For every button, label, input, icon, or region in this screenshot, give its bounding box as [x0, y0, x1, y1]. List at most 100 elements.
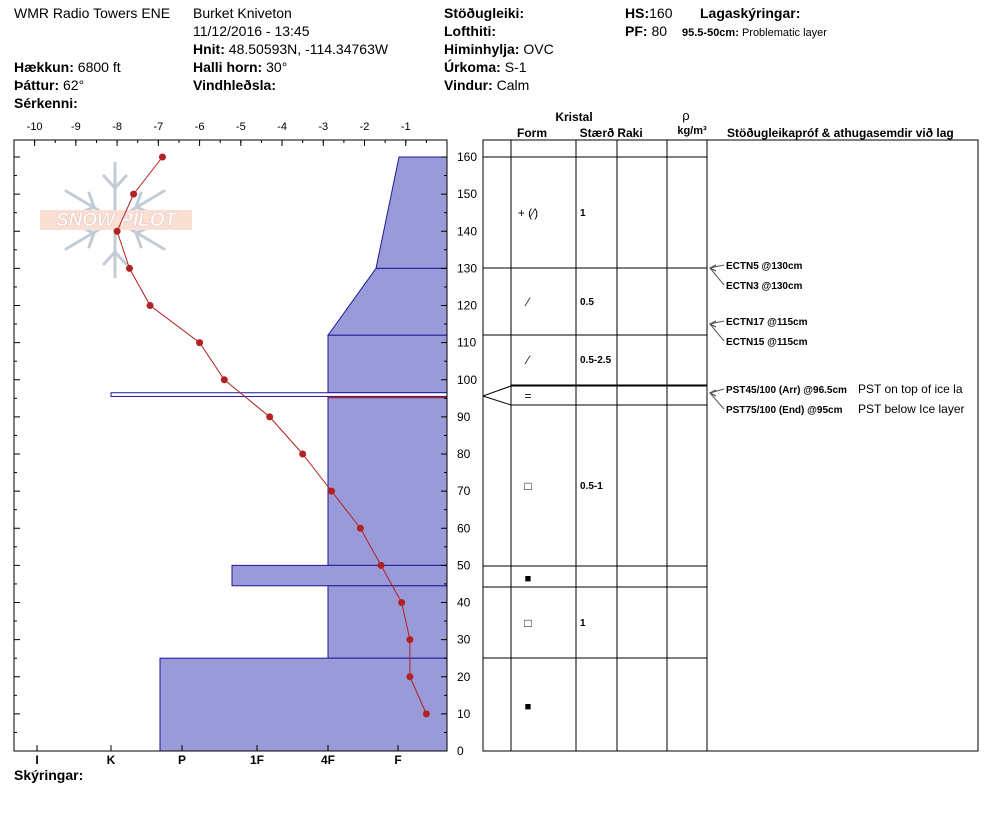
hardness-layer-2	[327, 334, 448, 394]
hardness-tick-label: P	[178, 753, 186, 767]
slope-angle: Halli horn: 30°	[193, 59, 287, 75]
crystal-size: 0.5	[580, 297, 594, 308]
crystal-form-symbol: □	[524, 616, 531, 630]
layer-notes-label: Lagaskýringar:	[700, 5, 801, 21]
observation-datetime: 11/12/2016 - 13:45	[193, 23, 310, 39]
temperature-point	[299, 450, 307, 458]
slope-value: 30°	[266, 59, 288, 75]
temperature-point	[377, 561, 385, 569]
stability-test: ECTN15 @115cm	[726, 337, 808, 348]
hardness-profile	[110, 156, 448, 752]
table-frame	[482, 139, 979, 752]
depth-tick-label: 130	[457, 261, 477, 275]
hs-value: 160	[649, 5, 673, 21]
depth-tick-label: 100	[457, 373, 477, 387]
stability-test-note: PST on top of ice la	[858, 382, 963, 396]
coordinates-value: 48.50593N, -114.34763W	[228, 41, 389, 57]
crystal-form-symbol: ⁄	[524, 295, 531, 309]
temperature-point	[422, 710, 430, 718]
test-arrow-head	[708, 264, 717, 272]
layer-note: 95.5-50cm: Problematic layer	[682, 25, 827, 41]
observer-name: Burket Kniveton	[193, 5, 292, 21]
hs-label: HS:	[625, 5, 650, 21]
temperature-point	[406, 673, 414, 681]
top-tick-label: -5	[236, 121, 246, 133]
temperature-point	[130, 190, 138, 198]
features-label: Sérkenni:	[14, 95, 78, 111]
stability-test: PST75/100 (End) @95cm	[726, 405, 843, 416]
stability-label: Stöðugleiki:	[444, 5, 525, 21]
size-header: Stærð	[580, 126, 615, 140]
stability-test: ECTN5 @130cm	[726, 261, 803, 272]
wind: Vindur: Calm	[444, 77, 529, 93]
wind-value: Calm	[496, 77, 530, 93]
test-arrow-line	[709, 392, 725, 410]
depth-tick-label: 80	[457, 447, 471, 461]
top-tick-label: -10	[27, 121, 43, 133]
density-symbol: ρ	[682, 108, 689, 123]
wind-label: Vindur:	[444, 77, 493, 93]
hardness-tick-label: K	[107, 753, 116, 767]
temperature-point	[406, 636, 414, 644]
wind-loading-label: Vindhleðsla:	[193, 77, 276, 93]
top-tick-label: -2	[360, 121, 370, 133]
hardness-layer-1	[327, 267, 448, 336]
temperature-point	[398, 599, 406, 606]
elevation: Hækkun: 6800 ft	[14, 59, 121, 75]
aspect: Þáttur: 62°	[14, 77, 84, 93]
crystal-size: 1	[580, 618, 586, 629]
crystal-size: 0.5-2.5	[580, 355, 612, 366]
coordinates-label: Hnit:	[193, 41, 225, 57]
test-arrow-line	[709, 267, 725, 286]
temperature-point	[158, 153, 166, 161]
temperature-point	[196, 339, 204, 347]
top-tick-label: -6	[195, 121, 205, 133]
pf-label: PF:	[625, 23, 648, 39]
layer-note-text: Problematic layer	[741, 27, 827, 39]
top-tick-label: -8	[112, 121, 122, 133]
temperature-point	[328, 487, 336, 495]
legend-label: Skýringar:	[14, 767, 84, 783]
depth-tick-label: 0	[457, 744, 464, 758]
coordinates: Hnit: 48.50593N, -114.34763W	[193, 41, 388, 57]
hardness-layer-4	[327, 395, 448, 566]
tests-header: Stöðugleikapróf & athugasemdir við lag	[727, 126, 954, 140]
depth-connector	[482, 385, 512, 397]
temperature-profile	[113, 153, 430, 718]
crystal-form-symbol: =	[524, 389, 531, 403]
crystal-size: 0.5-1	[580, 481, 603, 492]
slope-label: Halli horn:	[193, 59, 263, 75]
precip-value: S-1	[504, 59, 527, 75]
test-arrow-head	[708, 389, 717, 397]
depth-tick-label: 60	[457, 521, 471, 535]
stability-test: ECTN3 @130cm	[726, 281, 803, 292]
snowpilot-logo: SNOW PILOT	[40, 161, 192, 279]
crystal-form-symbol: □	[524, 479, 531, 493]
hardness-layer-5	[231, 564, 448, 587]
depth-tick-label: 90	[457, 410, 471, 424]
top-tick-label: -7	[153, 121, 163, 133]
top-tick-label: -4	[277, 121, 287, 133]
layer-note-range: 95.5-50cm:	[682, 27, 739, 39]
moisture-header: Raki	[617, 126, 642, 140]
temperature-point	[146, 302, 154, 309]
crystal-form-symbol: ■	[525, 573, 532, 585]
temperature-line	[116, 156, 427, 715]
chart-frame	[13, 139, 448, 752]
temperature-point	[356, 524, 364, 532]
hardness-tick-label: F	[394, 753, 401, 767]
depth-tick-label: 30	[457, 633, 471, 647]
depth-tick-label: 160	[457, 150, 477, 164]
foot-penetration: PF: 80	[625, 23, 667, 39]
temperature-point	[113, 227, 121, 235]
precip-label: Úrkoma:	[444, 59, 501, 75]
sky-value: OVC	[523, 41, 554, 57]
stability-test-note: PST below Ice layer	[858, 402, 965, 416]
temperature-point	[125, 264, 133, 272]
stability-test: PST45/100 (Arr) @96.5cm	[726, 385, 847, 396]
air-temp-label: Lofthiti:	[444, 23, 497, 39]
test-arrow-line	[709, 320, 725, 325]
snow-height: HS:160	[625, 5, 672, 21]
hardness-layer-0	[375, 156, 448, 269]
